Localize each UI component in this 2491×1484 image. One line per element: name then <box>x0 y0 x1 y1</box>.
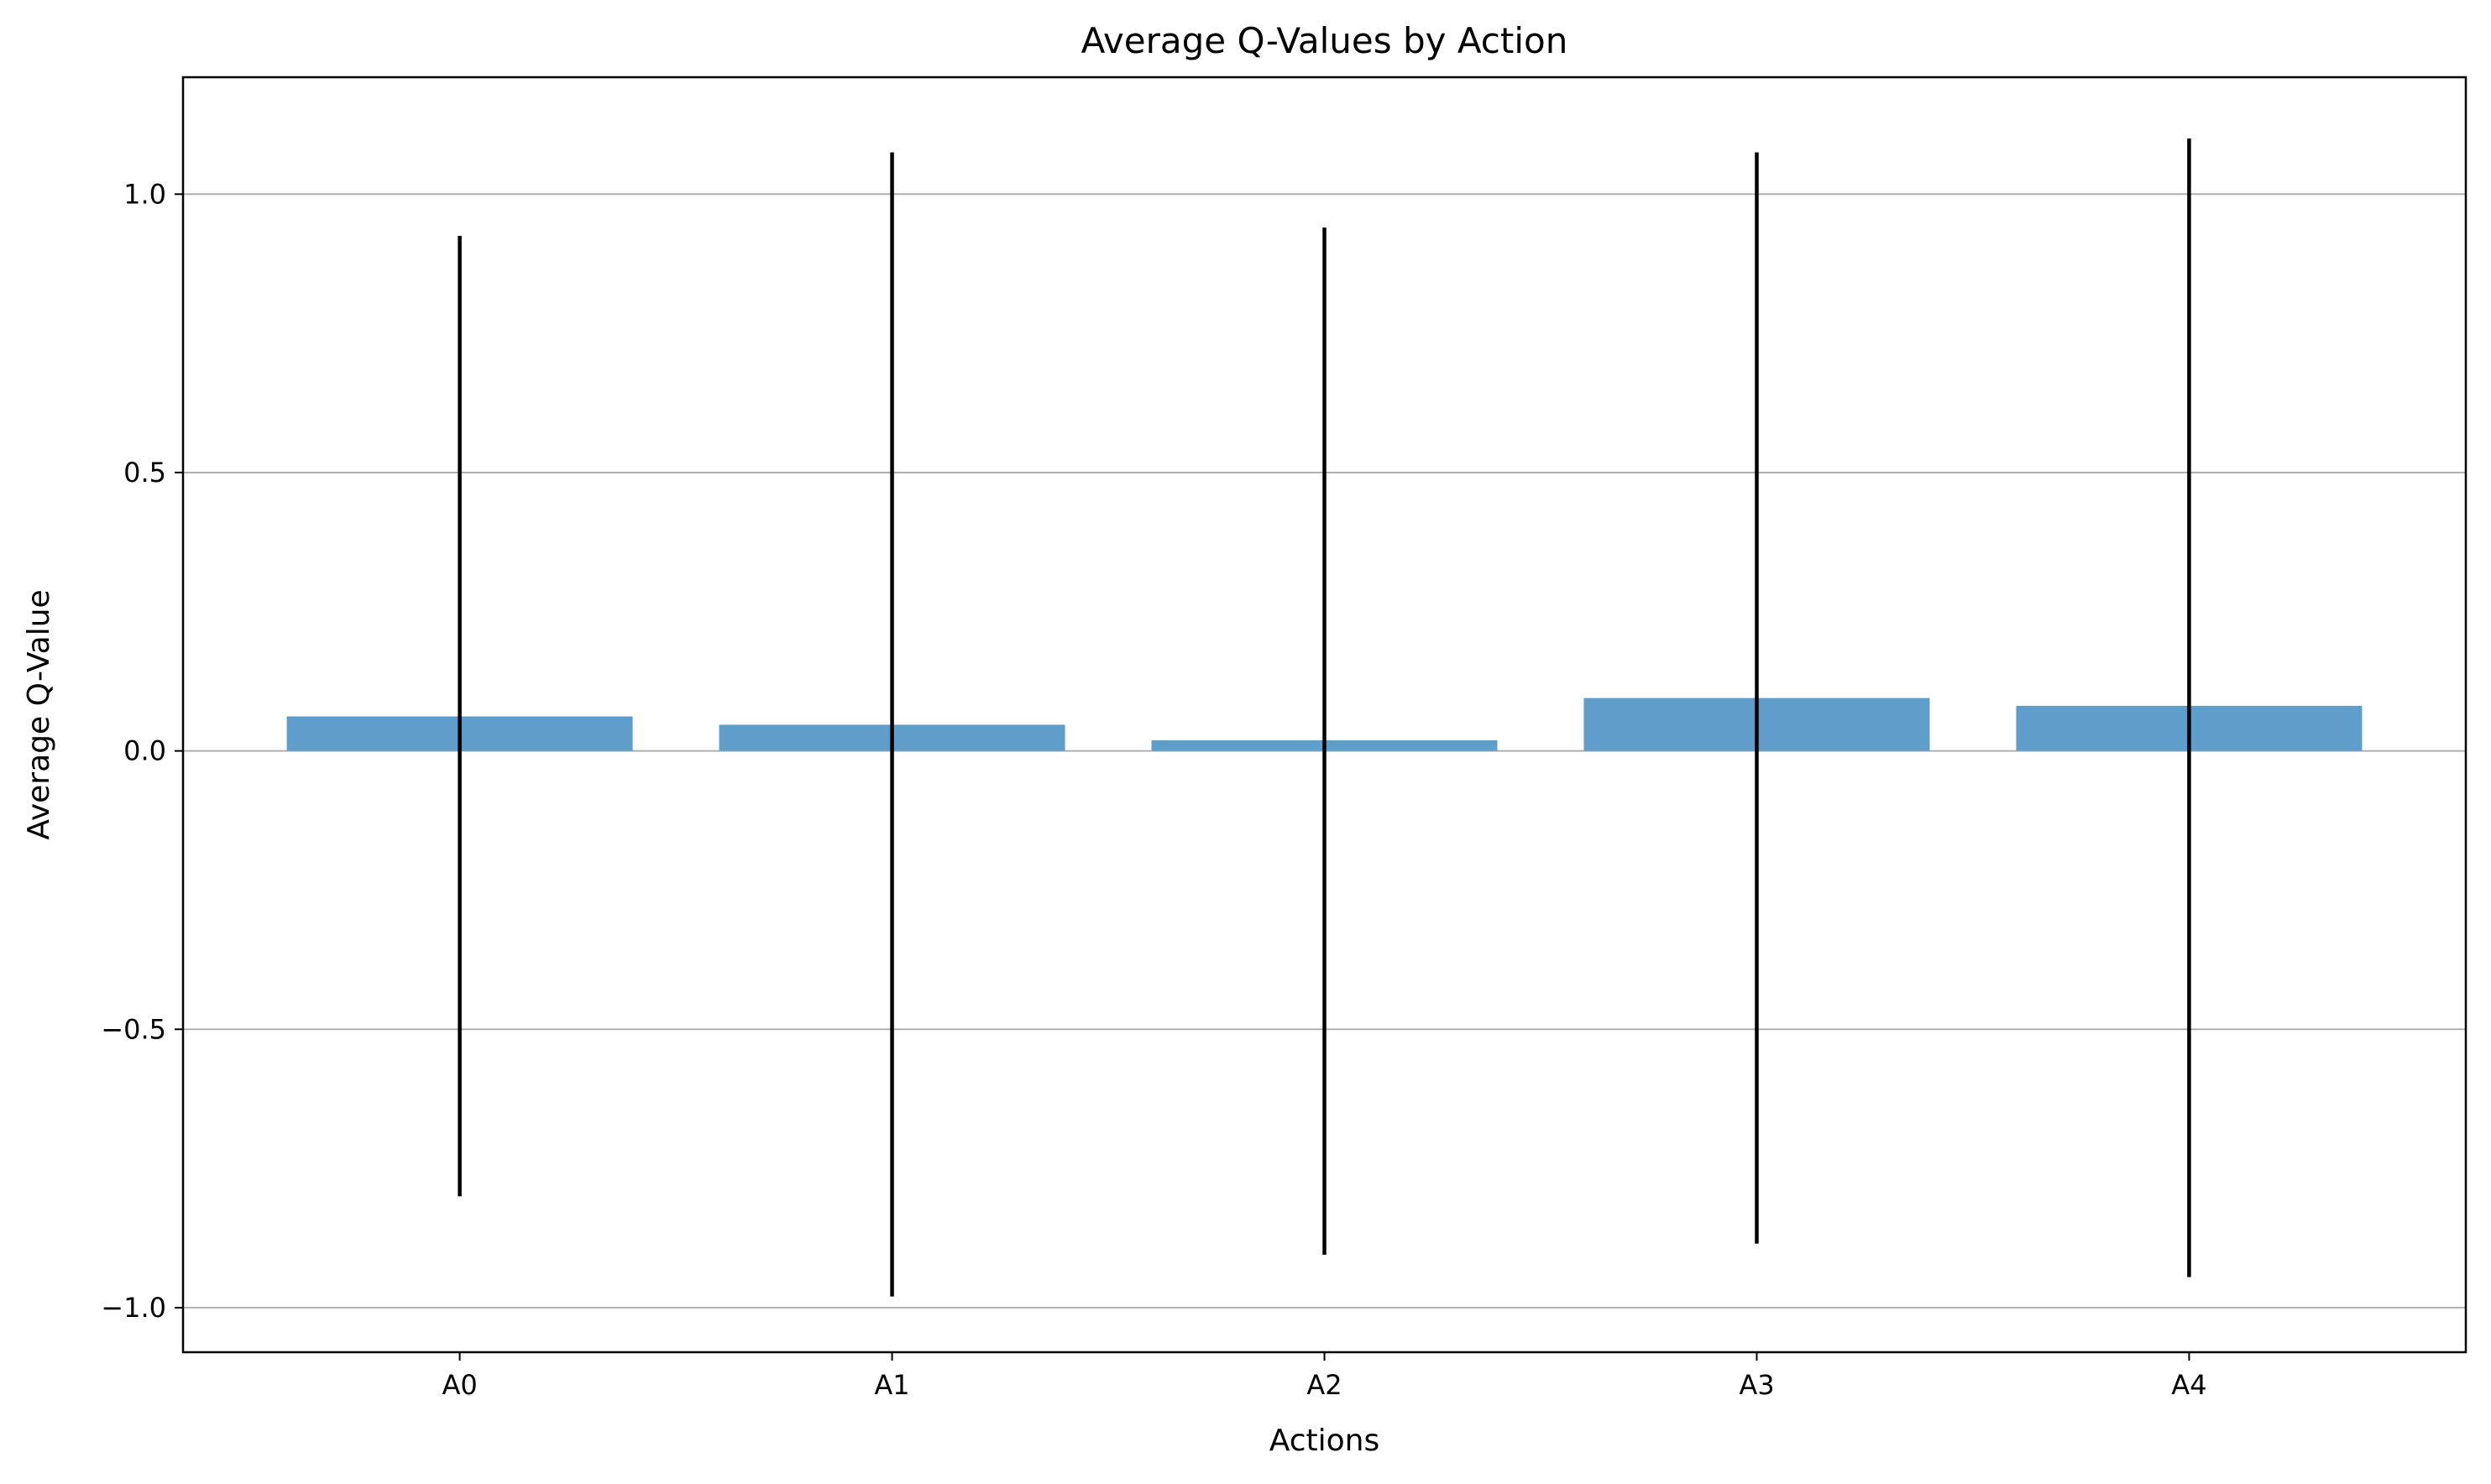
x-tick-label: A3 <box>1739 1369 1774 1401</box>
x-tick-label: A2 <box>1306 1369 1342 1401</box>
y-tick-label: −1.0 <box>101 1292 166 1324</box>
y-axis-ticks: −1.0 −0.5 0.0 0.5 1.0 <box>101 178 183 1324</box>
error-bars <box>458 138 2191 1297</box>
y-tick-label: −0.5 <box>101 1013 166 1045</box>
y-axis-label: Average Q-Value <box>22 589 56 839</box>
x-tick-label: A4 <box>2171 1369 2206 1401</box>
chart-title: Average Q-Values by Action <box>1081 20 1568 61</box>
x-axis-ticks: A0 A1 A2 A3 A4 <box>442 1352 2207 1401</box>
y-tick-label: 1.0 <box>123 178 166 210</box>
y-tick-label: 0.5 <box>123 457 166 489</box>
x-tick-label: A1 <box>874 1369 909 1401</box>
x-tick-label: A0 <box>442 1369 477 1401</box>
x-axis-label: Actions <box>1269 1424 1380 1458</box>
y-tick-label: 0.0 <box>123 735 166 767</box>
